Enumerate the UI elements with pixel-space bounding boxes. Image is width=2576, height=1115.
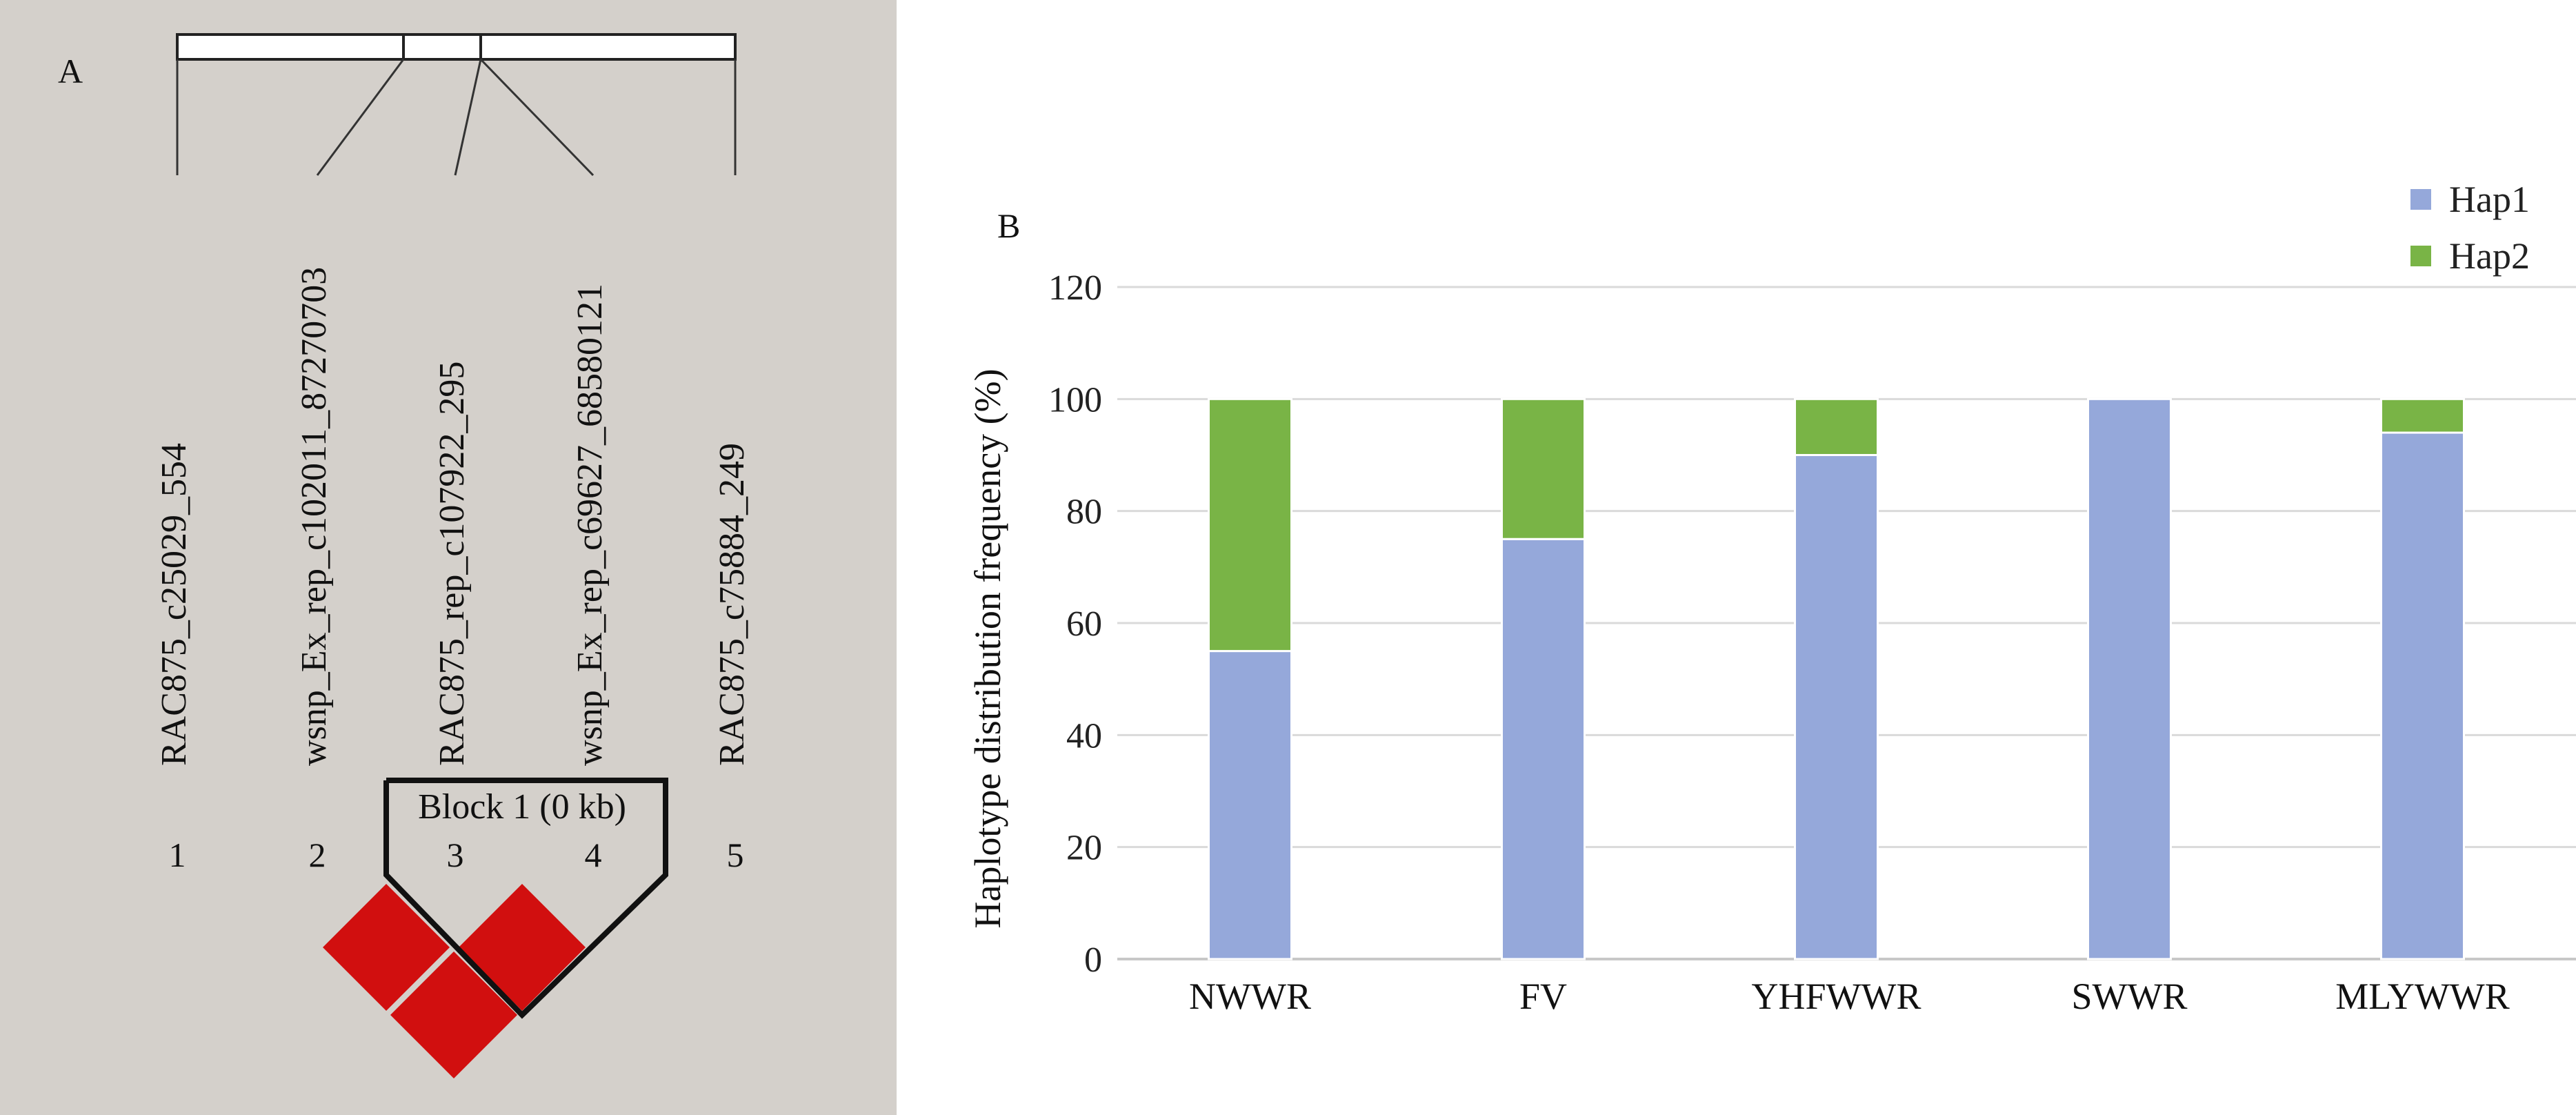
x-tick-label: SWWR	[2072, 976, 2188, 1017]
y-tick-label: 80	[1066, 493, 1102, 532]
y-axis-title: Haplotype distribution frequency (%)	[967, 368, 1008, 929]
panel-b-letter: B	[997, 206, 1021, 245]
marker-name-5: RAC875_c75884_249	[712, 443, 752, 766]
bar-hap1-fv	[1501, 537, 1586, 960]
y-tick-label: 120	[1048, 268, 1102, 308]
bar-hap2-mlywwr	[2380, 397, 2465, 434]
marker-connector-4	[479, 58, 595, 177]
x-tick-label: NWWR	[1189, 976, 1311, 1017]
marker-connector-3	[454, 59, 482, 176]
y-tick-label: 40	[1066, 716, 1102, 756]
legend-item-hap2: Hap2	[2410, 235, 2530, 277]
marker-index-3: 3	[446, 836, 464, 874]
marker-name-4: wsnp_Ex_rep_c69627_68580121	[570, 283, 610, 766]
x-tick-label: MLYWWR	[2335, 976, 2510, 1017]
bar-hap1-swwr	[2087, 397, 2172, 960]
marker-connector-2	[316, 59, 405, 176]
ld-cell-1-2	[323, 884, 450, 1011]
block-label: Block 1 (0 kb)	[418, 787, 626, 827]
marker-index-5: 5	[726, 836, 744, 874]
panel-a-letter: A	[58, 52, 83, 90]
marker-index-1: 1	[168, 836, 186, 874]
marker-name-2: wsnp_Ex_rep_c102011_87270703	[294, 266, 334, 766]
y-tick-label: 0	[1084, 940, 1102, 980]
haplotype-bar-chart: 0 20 40 60 80 100 120 NWWR FV YHFWWR SWWR MLYWWR	[1048, 268, 2576, 1017]
bar-hap1-nwwr	[1208, 650, 1292, 960]
y-tick-label: 100	[1048, 380, 1102, 420]
bar-hap1-yhfwwr	[1794, 454, 1879, 960]
y-tick-label: 20	[1066, 829, 1102, 868]
legend-swatch	[2410, 246, 2431, 266]
legend-label: Hap2	[2449, 235, 2530, 277]
marker-name-3: RAC875_rep_c107922_295	[432, 361, 472, 766]
ld-plot	[176, 33, 737, 1078]
ld-panel: A RAC875_c25029_554 wsnp_Ex_rep_c102011_8…	[0, 0, 897, 1115]
ld-cell-1-3	[390, 951, 517, 1078]
bar-hap2-nwwr	[1208, 397, 1292, 653]
x-tick-label: YHFWWR	[1752, 976, 1921, 1017]
y-tick-label: 60	[1066, 604, 1102, 644]
legend-swatch	[2410, 189, 2431, 210]
bar-hap1-mlywwr	[2380, 431, 2465, 960]
marker-index-2: 2	[308, 836, 326, 874]
block-outline	[383, 778, 668, 1019]
marker-index-4: 4	[584, 836, 602, 874]
bar-hap2-yhfwwr	[1794, 397, 1879, 456]
legend-label: Hap1	[2449, 179, 2530, 220]
bar-hap2-fv	[1501, 397, 1586, 540]
chromosome-bar	[176, 33, 737, 61]
legend-item-hap1: Hap1	[2410, 178, 2530, 221]
marker-name-1: RAC875_c25029_554	[154, 443, 194, 766]
x-tick-label: FV	[1519, 976, 1567, 1017]
